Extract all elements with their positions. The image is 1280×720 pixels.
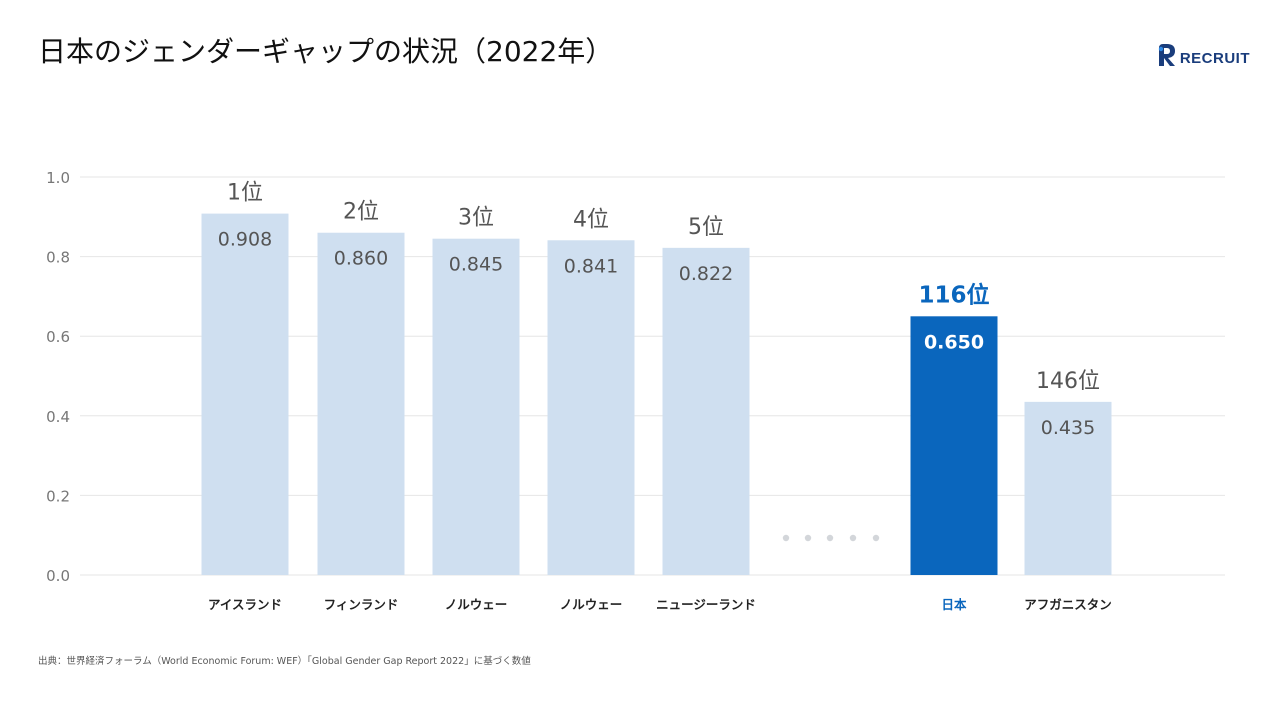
recruit-logo-text: RECRUIT [1179, 49, 1250, 67]
bar-value-label: 0.822 [679, 263, 733, 285]
bar [547, 240, 635, 576]
y-tick-label: 0.4 [46, 408, 70, 426]
x-category-label: アイスランド [208, 597, 282, 612]
bar-value-label: 0.845 [449, 254, 503, 276]
bar-value-label: 0.908 [218, 229, 272, 251]
rank-label: 116位 [918, 281, 989, 308]
gap-dot [804, 534, 812, 542]
gap-dot [782, 534, 790, 542]
bar [317, 232, 405, 575]
highlighted-bar [910, 316, 998, 575]
gap-dot [849, 534, 857, 542]
rank-label: 1位 [227, 181, 263, 206]
rank-label: 146位 [1036, 369, 1100, 394]
y-tick-label: 0.8 [46, 249, 70, 267]
recruit-logo: RECRUIT [1156, 40, 1250, 70]
bar [201, 213, 289, 575]
x-category-label: ノルウェー [560, 597, 623, 612]
gap-dot [826, 534, 834, 542]
x-category-label: ノルウェー [445, 597, 508, 612]
y-tick-label: 0.2 [46, 487, 70, 505]
bar-value-label: 0.860 [334, 248, 388, 270]
x-category-label: アフガニスタン [1024, 597, 1112, 612]
gap-dot [872, 534, 880, 542]
bar [662, 247, 750, 575]
recruit-logo-icon [1158, 44, 1175, 66]
x-category-label: 日本 [941, 597, 967, 612]
rank-label: 5位 [688, 215, 724, 240]
bar-value-label: 0.650 [924, 331, 984, 353]
rank-label: 4位 [573, 207, 609, 232]
rank-label: 3位 [458, 206, 494, 231]
rank-label: 2位 [343, 200, 379, 225]
page-title: 日本のジェンダーギャップの状況（2022年） [38, 35, 614, 68]
y-tick-label: 0.0 [46, 567, 70, 585]
y-tick-label: 0.6 [46, 328, 70, 346]
x-category-label: フィンランド [324, 597, 399, 612]
source-note: 出典：世界経済フォーラム（World Economic Forum: WEF）「… [38, 656, 531, 667]
bar [1024, 401, 1112, 575]
bar [432, 238, 520, 575]
y-tick-label: 1.0 [46, 169, 70, 187]
bar-value-label: 0.841 [564, 255, 618, 277]
bar-value-label: 0.435 [1041, 417, 1095, 439]
x-category-label: ニュージーランド [656, 597, 756, 612]
